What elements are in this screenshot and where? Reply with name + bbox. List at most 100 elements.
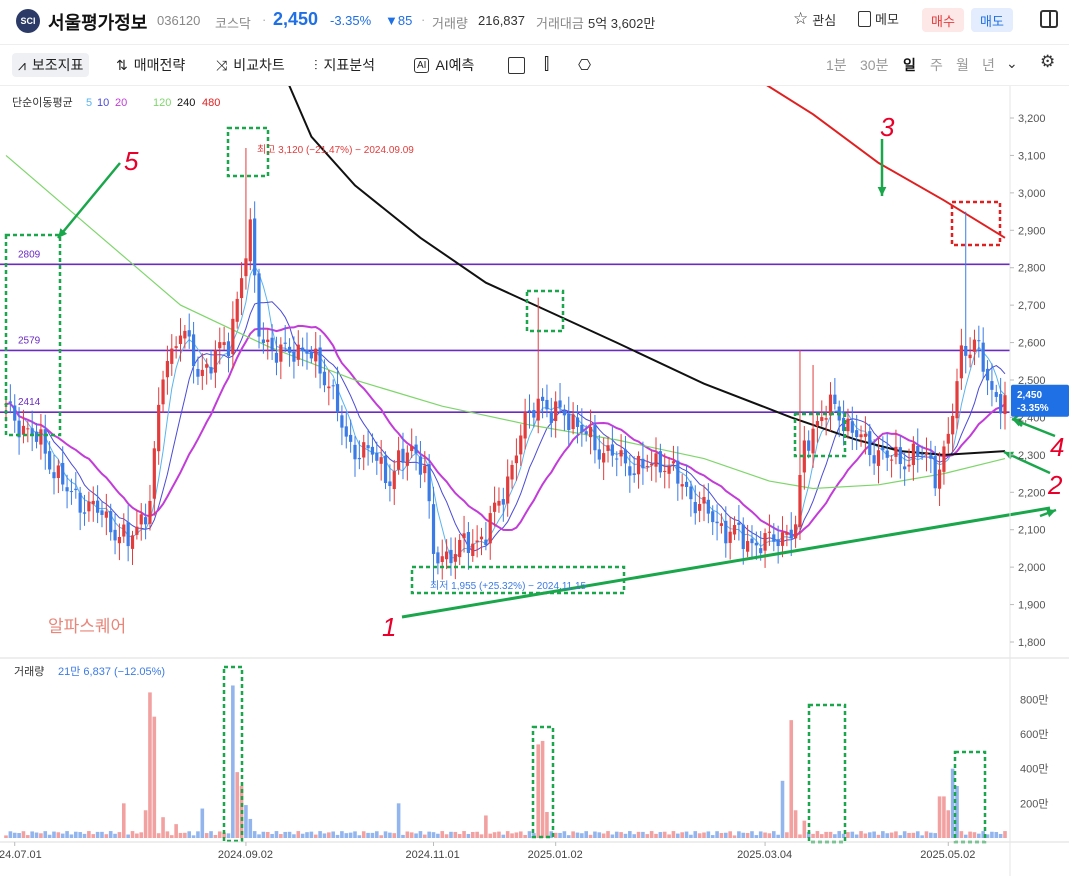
volume-bar [17,833,21,838]
watch-button[interactable]: ☆ 관심 [793,9,836,29]
volume-bar [898,835,903,838]
volume-bars [4,685,1007,838]
compare-button[interactable]: ⤨ 비교차트 [216,53,285,77]
candle-body [964,345,968,356]
volume-bar [833,834,837,838]
candle-body [8,401,12,403]
volume-bar [771,831,776,838]
volume-bar [571,831,575,838]
volume-bar [558,832,562,838]
candle-body [82,512,87,514]
candle-body [122,524,126,537]
volume-bar [82,833,87,838]
candle-body [370,446,375,455]
last-price-tag [1011,384,1069,417]
candle-body [959,345,963,379]
candle-body [113,529,117,541]
candle-body [130,535,135,549]
candle-body [479,536,484,540]
volume-bar [427,831,431,838]
volume-bar [95,831,100,838]
annotations: 1 2 3 4 5 [4,112,1064,844]
candle-body [91,500,95,505]
period-30min[interactable]: 30분 [860,57,889,73]
gear-icon[interactable]: ⚙ [1040,52,1056,71]
volume-bar [357,835,362,838]
volume-bar [994,832,999,838]
volume-bar [414,833,418,838]
sell-button[interactable]: 매도 [971,8,1013,32]
candle-body [383,455,388,484]
candle-body [706,499,710,514]
candle-body [671,461,676,464]
candle-body [466,532,471,554]
indicator-label: 보조지표 [31,57,84,73]
y-tick-label: 2,300 [1018,450,1046,462]
volume-bar [405,831,410,838]
buy-button[interactable]: 매수 [922,8,964,32]
candle-body [746,541,750,552]
period-1min[interactable]: 1분 [826,57,847,73]
volume-bar [313,834,318,838]
volume-bar [527,831,532,838]
volume-bar [597,832,602,838]
watch-label: 관심 [812,12,837,28]
volume-bar [793,810,798,838]
volume-bar [710,835,715,838]
volume-bar [641,831,645,838]
candle-body [558,400,562,408]
period-month[interactable]: 월 [956,57,969,73]
volume-bar [401,834,405,838]
candle-body [841,417,846,432]
period-day[interactable]: 일 [903,57,916,73]
candle-body [453,554,457,562]
chevron-down-icon[interactable]: ⌄ [1006,55,1018,71]
last-price-pct: -3.35% [1017,403,1049,414]
period-week[interactable]: 주 [930,57,943,73]
square-tool-button[interactable] [508,53,525,77]
candle-body [850,421,854,433]
y-tick-label: 2,800 [1018,263,1046,275]
candle-body [239,278,244,299]
volume-bar [488,833,493,838]
candle-body [728,531,732,543]
side-panel-icon[interactable] [1040,10,1058,28]
volume-bar [108,831,113,838]
indicator-button[interactable]: ⩘ 보조지표 [12,53,90,77]
volume-bar [366,832,370,838]
candle-body [937,469,942,489]
volume-bar [322,833,327,838]
dashed-highlight-box [531,725,555,839]
volume-bar [654,833,658,838]
analysis-button[interactable]: ⫶ 지표분석 [314,53,375,77]
candle-type-button[interactable]: ⫿ [544,53,549,77]
volume-bar [981,831,985,838]
volume-bar [776,834,780,838]
volume-bar [985,834,990,838]
volume-bar [514,832,519,838]
watermark: 알파스퀘어 [48,617,126,636]
strategy-button[interactable]: ⇅ 매매전략 [116,53,185,77]
volume-bar [545,812,549,838]
arrow-2-head [1004,451,1014,460]
candle-body [248,219,252,262]
volume-bar [100,831,104,838]
volume-bar [12,832,17,838]
volume-bar [261,831,266,838]
volume-bar [213,834,218,838]
candle-body [990,381,994,390]
high-note: 최고 3,120 (−21.47%) − 2024.09.09 [257,144,414,156]
volume-bar [828,831,833,838]
screenshot-button[interactable]: ⎔ [578,53,591,77]
memo-button[interactable]: 메모 [858,9,899,28]
candle-body [61,462,65,485]
candle-body [183,330,187,339]
period-year[interactable]: 년 [982,57,995,73]
ai-predict-button[interactable]: AI AI예측 [414,53,474,77]
level-label: 2579 [18,335,41,346]
volume-bar [335,834,340,838]
volume-bar [802,820,807,838]
volume-bar [606,831,610,838]
price-chart[interactable]: 2809 2579 2414 1 2 3 4 5 3,200 3,100 3,000 2,900 2… [0,86,1069,876]
candle-body [676,460,680,484]
